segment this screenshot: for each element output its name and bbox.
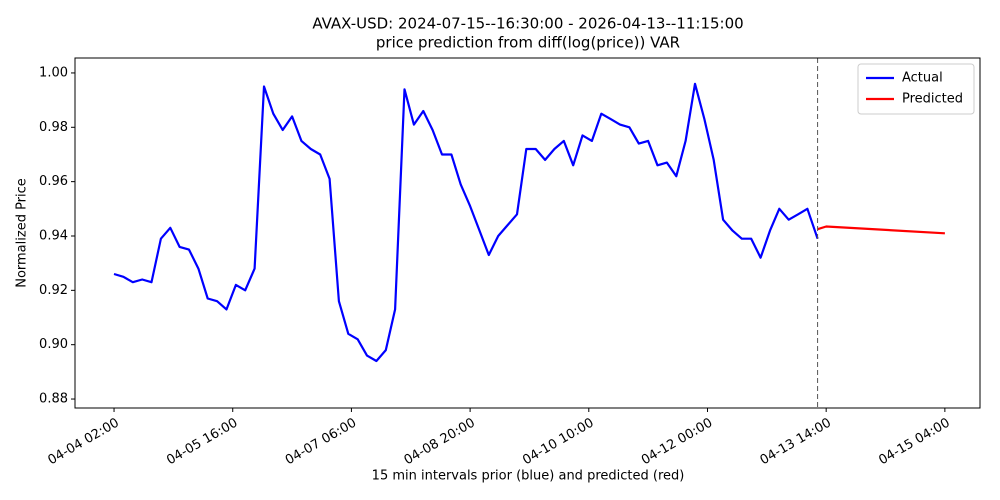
y-axis-label: Normalized Price <box>15 178 30 288</box>
y-tick-label: 0.96 <box>39 174 68 189</box>
legend-label: Actual <box>902 71 943 86</box>
line-series <box>113 82 819 363</box>
y-tick-label: 0.90 <box>39 337 68 352</box>
chart-title: AVAX-USD: 2024-07-15--16:30:00 - 2026-04… <box>312 15 743 33</box>
y-tick-label: 0.88 <box>39 392 68 407</box>
y-tick-label: 0.94 <box>39 228 68 243</box>
plot-frame <box>74 57 981 409</box>
chart-subtitle: price prediction from diff(log(price)) V… <box>376 34 680 52</box>
y-tick-label: 0.98 <box>39 120 68 135</box>
line-series <box>817 225 945 235</box>
x-axis-label: 15 min intervals prior (blue) and predic… <box>372 469 685 484</box>
legend-box <box>857 63 975 115</box>
legend-label: Predicted <box>902 92 963 107</box>
y-tick-label: 0.92 <box>39 283 68 298</box>
y-tick-label: 1.00 <box>39 65 68 80</box>
